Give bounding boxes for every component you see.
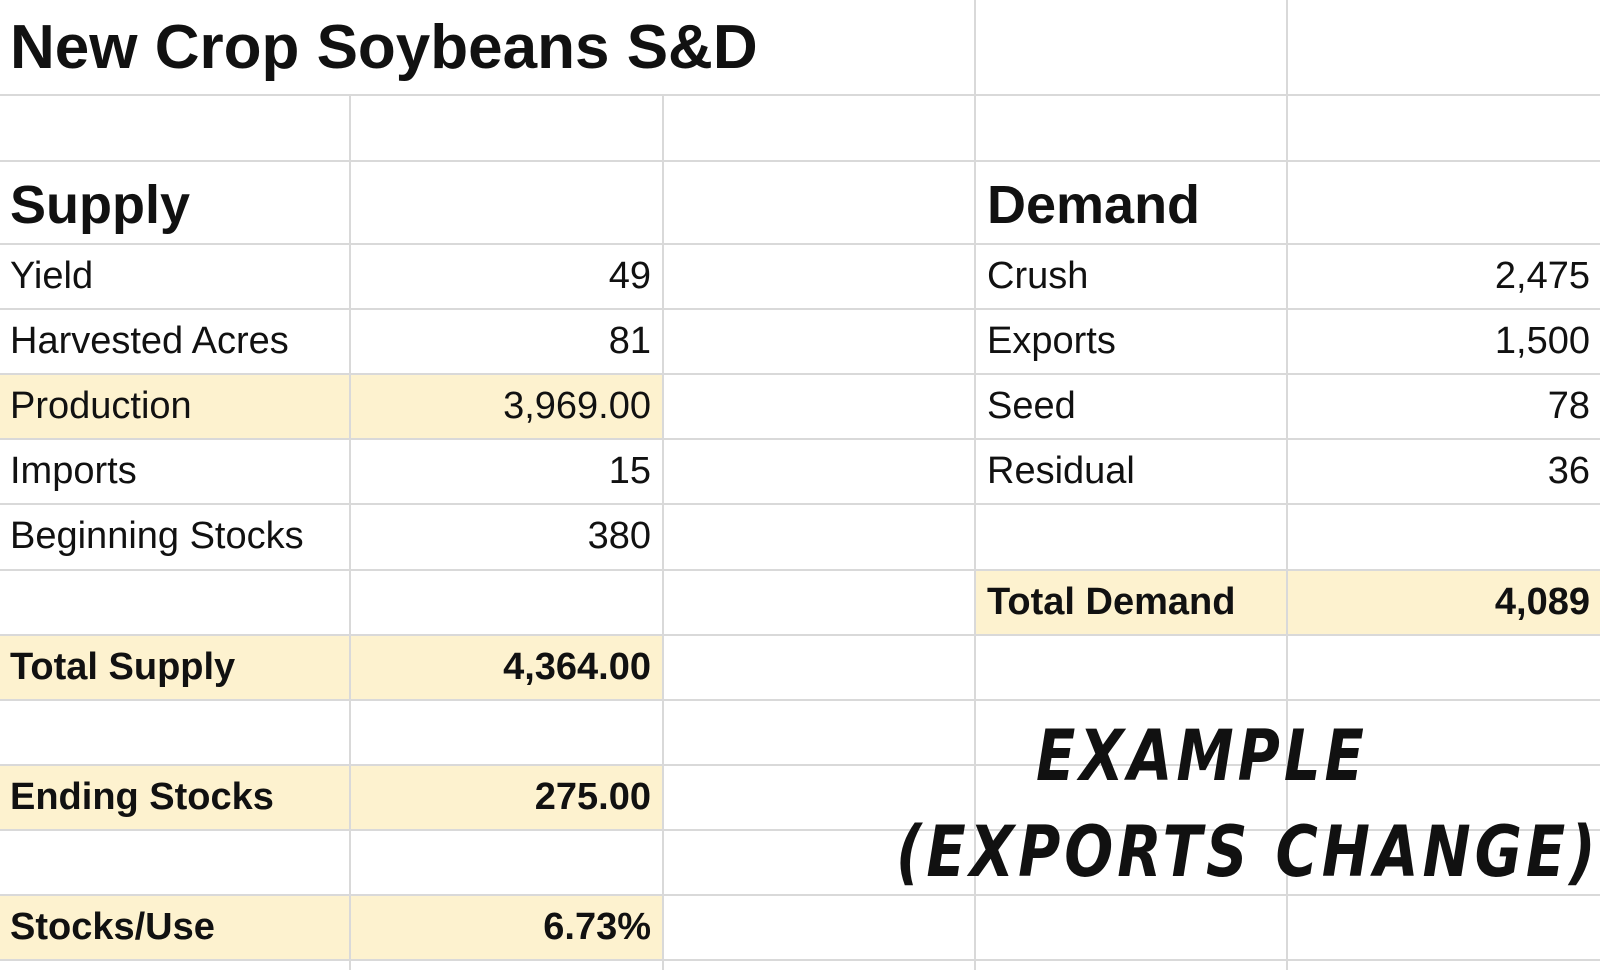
row-gridline [0,894,1600,896]
supply-row-label: Imports [10,450,137,492]
supply-row-label: Beginning Stocks [10,515,304,557]
column-gridline [662,94,664,970]
demand-row-label: Seed [987,385,1076,427]
row-gridline [0,503,1600,505]
supply-heading: Supply [10,175,191,235]
row-gridline [0,373,1600,375]
row-gridline [0,94,1600,96]
highlight-ending-stocks [0,764,664,831]
supply-row-label: Harvested Acres [10,320,289,362]
demand-heading: Demand [987,175,1201,235]
example-annotation: EXAMPLE [1036,716,1368,798]
supply-row-value: 49 [608,255,651,297]
sheet-title: New Crop Soybeans S&D [10,13,758,82]
total-demand-label: Total Demand [987,581,1236,623]
demand-row-label: Crush [987,255,1089,297]
row-gridline [0,569,1600,571]
total-supply-value: 4,364.00 [503,646,651,688]
total-supply-label: Total Supply [10,646,236,688]
demand-row-label: Exports [987,320,1116,362]
row-gridline [0,634,1600,636]
row-gridline [0,160,1600,162]
ending-stocks-label: Ending Stocks [10,776,274,818]
ending-stocks-value: 275.00 [534,776,651,818]
stocks-use-label: Stocks/Use [10,906,215,948]
row-gridline [0,959,1600,961]
demand-row-value: 78 [1547,385,1590,427]
row-gridline [0,308,1600,310]
total-demand-value: 4,089 [1494,581,1590,623]
row-gridline [0,699,1600,701]
row-gridline [0,829,1600,831]
column-gridline [974,0,976,970]
highlight-total-demand [976,569,1600,636]
demand-row-value: 1,500 [1494,320,1590,362]
supply-row-value: 380 [587,515,651,557]
row-gridline [0,438,1600,440]
highlight-total-supply [0,634,664,701]
demand-row-label: Residual [987,450,1135,492]
supply-row-value: 15 [608,450,651,492]
exports-change-annotation: (EXPORTS CHANGE) [896,812,1600,894]
supply-row-value: 81 [608,320,651,362]
demand-row-value: 2,475 [1494,255,1590,297]
demand-row-value: 36 [1547,450,1590,492]
column-gridline [1286,0,1288,970]
column-gridline [349,94,351,970]
stocks-use-value: 6.73% [543,906,651,948]
supply-row-value: 3,969.00 [503,385,651,427]
row-gridline [0,243,1600,245]
supply-row-label: Yield [10,255,94,297]
supply-row-label: Production [10,385,192,427]
row-gridline [0,764,1600,766]
